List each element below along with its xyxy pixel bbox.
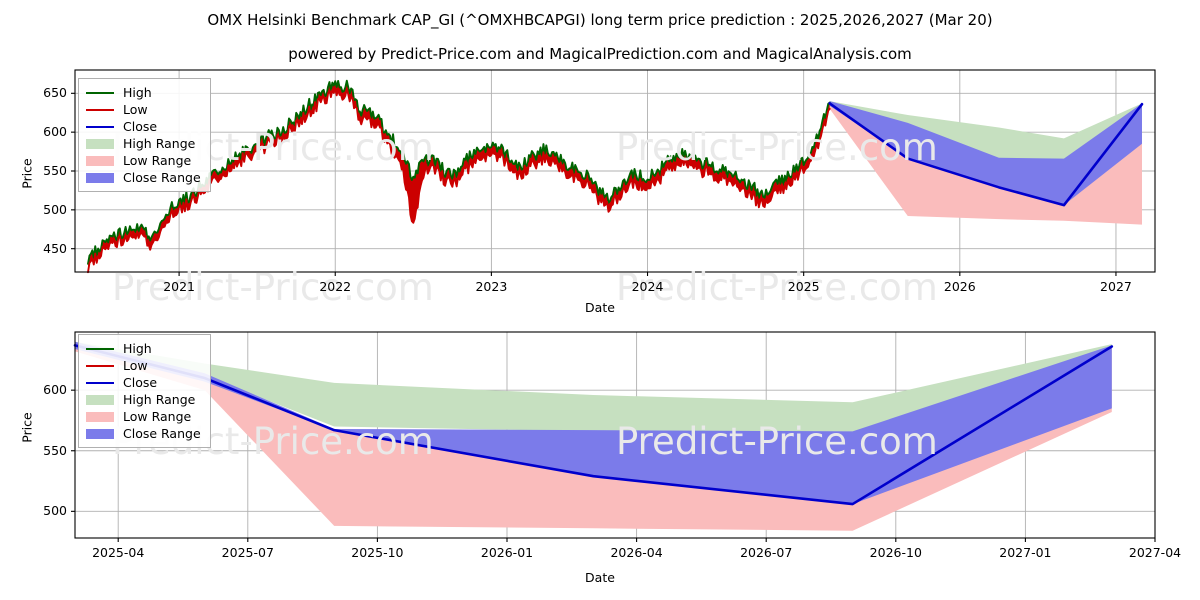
top-legend-item-high-range: High Range	[85, 135, 203, 152]
top-chart-plot	[71, 69, 1156, 276]
top-legend-label: Close	[123, 118, 158, 134]
top-y-tick: 550	[43, 163, 67, 178]
top-chart-legend: High Low Close High Range Low Range Close Ran…	[78, 78, 211, 192]
bottom-legend-swatch-0	[85, 343, 115, 355]
bottom-x-tick: 2026-01	[480, 545, 534, 560]
bottom-legend-label: High	[123, 340, 152, 356]
bottom-legend-item-close: Close	[85, 374, 203, 391]
bottom-legend-item-high-range: High Range	[85, 391, 203, 408]
bottom-x-tick: 2027-04	[1128, 545, 1182, 560]
legend-patch-icon	[86, 138, 114, 149]
bottom-x-tick: 2026-10	[869, 545, 922, 560]
bottom-legend-swatch-1	[85, 360, 115, 372]
bottom-legend-item-high: High	[85, 340, 203, 357]
bottom-y-tick: 550	[43, 442, 67, 458]
legend-line-icon	[86, 347, 114, 350]
bottom-x-tick: 2025-04	[92, 545, 145, 560]
top-x-tick: 2024	[631, 279, 664, 294]
bottom-y-tick: 600	[43, 382, 67, 398]
legend-patch-icon	[86, 155, 114, 166]
top-y-tick: 450	[43, 240, 67, 256]
top-legend-label: Low	[123, 101, 148, 117]
page-subtitle: powered by Predict-Price.com and Magical…	[288, 45, 912, 63]
top-legend-swatch-5	[85, 172, 115, 184]
bottom-legend-label: Close	[123, 374, 158, 390]
top-legend-label: Close Range	[123, 169, 201, 185]
legend-patch-icon	[86, 411, 114, 422]
top-legend-swatch-3	[85, 138, 115, 150]
top-legend-item-high: High	[85, 84, 203, 101]
top-x-tick: 2026	[943, 279, 976, 294]
bottom-legend-item-low-range: Low Range	[85, 408, 203, 425]
bottom-chart-legend: High Low Close High Range Low Range Close Ran…	[78, 334, 211, 448]
top-y-tick: 500	[43, 201, 67, 217]
top-legend-swatch-0	[85, 87, 115, 99]
top-legend-label: High Range	[123, 135, 196, 151]
top-legend-swatch-2	[85, 121, 115, 133]
bottom-legend-item-low: Low	[85, 357, 203, 374]
bottom-band-high-range	[75, 341, 1112, 433]
legend-line-icon	[86, 364, 114, 367]
top-x-tick: 2027	[1100, 279, 1132, 294]
top-x-tick: 2025	[787, 279, 820, 294]
bottom-x-tick: 2026-07	[740, 545, 793, 560]
bottom-x-tick: 2025-10	[351, 545, 404, 560]
top-high-line	[87, 79, 831, 265]
top-legend-item-close: Close	[85, 118, 203, 135]
top-x-axis-label: Date	[585, 300, 615, 315]
top-y-tick: 600	[43, 124, 67, 140]
bottom-band-low-range	[75, 345, 1112, 531]
bottom-legend-swatch-3	[85, 394, 115, 406]
top-legend-item-low-range: Low Range	[85, 152, 203, 169]
bottom-x-axis-label: Date	[585, 570, 615, 585]
bottom-x-tick: 2025-07	[221, 545, 274, 560]
legend-line-icon	[86, 108, 114, 111]
top-legend-label: Low Range	[123, 152, 192, 168]
bottom-legend-label: Low Range	[123, 408, 192, 424]
legend-patch-icon	[86, 394, 114, 405]
top-legend-item-low: Low	[85, 101, 203, 118]
top-close-line	[828, 102, 1144, 207]
bottom-chart-panel: Predict-Price.com Predict-Price.com Pric…	[0, 320, 1200, 600]
bottom-legend-label: Close Range	[123, 425, 201, 441]
bottom-legend-item-close-range: Close Range	[85, 425, 203, 442]
page-title: OMX Helsinki Benchmark CAP_GI (^OMXHBCAP…	[207, 11, 993, 29]
top-y-tick: 650	[43, 85, 67, 101]
bottom-legend-swatch-4	[85, 411, 115, 423]
top-legend-swatch-1	[85, 104, 115, 116]
bottom-legend-label: Low	[123, 357, 148, 373]
bottom-x-tick: 2027-01	[999, 545, 1052, 560]
top-x-tick: 2021	[163, 279, 195, 294]
bottom-x-tick: 2026-04	[610, 545, 663, 560]
top-legend-swatch-4	[85, 155, 115, 167]
bottom-legend-swatch-5	[85, 428, 115, 440]
legend-line-icon	[86, 381, 114, 384]
bottom-legend-swatch-2	[85, 377, 115, 389]
top-legend-item-close-range: Close Range	[85, 169, 203, 186]
top-legend-label: High	[123, 84, 152, 100]
bottom-legend-label: High Range	[123, 391, 196, 407]
bottom-y-tick: 500	[43, 503, 67, 519]
top-x-tick: 2022	[319, 279, 352, 294]
legend-line-icon	[86, 91, 114, 94]
top-chart-panel: Predict-Price.com Predict-Price.com Pred…	[20, 69, 1156, 315]
legend-line-icon	[86, 125, 114, 128]
legend-patch-icon	[86, 428, 114, 439]
bottom-band-close-range	[75, 341, 1112, 505]
top-band-close-range	[829, 101, 1142, 206]
top-x-tick: 2023	[475, 279, 508, 294]
top-low-line	[87, 87, 831, 274]
top-band-low-range	[829, 103, 1142, 225]
legend-patch-icon	[86, 172, 114, 183]
